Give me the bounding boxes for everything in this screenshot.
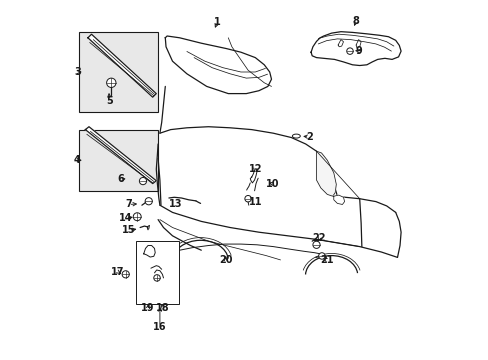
Text: 8: 8 xyxy=(352,16,359,26)
Text: 11: 11 xyxy=(248,197,262,207)
Circle shape xyxy=(312,241,320,248)
Circle shape xyxy=(244,195,251,202)
Polygon shape xyxy=(250,168,257,183)
Circle shape xyxy=(318,253,325,259)
Text: 15: 15 xyxy=(122,225,135,235)
Text: 2: 2 xyxy=(305,132,312,142)
Polygon shape xyxy=(316,151,336,196)
Text: 5: 5 xyxy=(106,96,113,106)
FancyBboxPatch shape xyxy=(79,130,158,191)
Text: 12: 12 xyxy=(248,164,262,174)
Polygon shape xyxy=(85,127,156,184)
FancyBboxPatch shape xyxy=(79,32,158,112)
Text: 6: 6 xyxy=(117,174,123,184)
Circle shape xyxy=(133,213,141,221)
Text: 10: 10 xyxy=(265,179,279,189)
Circle shape xyxy=(346,48,352,54)
Circle shape xyxy=(153,275,160,281)
Text: 17: 17 xyxy=(111,267,124,277)
Polygon shape xyxy=(333,195,344,204)
Text: 19: 19 xyxy=(141,303,155,313)
Polygon shape xyxy=(165,36,271,94)
Circle shape xyxy=(106,78,116,87)
Text: 7: 7 xyxy=(125,199,132,210)
Text: 9: 9 xyxy=(355,46,362,56)
Text: 13: 13 xyxy=(168,199,182,210)
Circle shape xyxy=(139,177,146,185)
Text: 4: 4 xyxy=(74,155,81,165)
Polygon shape xyxy=(310,32,400,66)
Ellipse shape xyxy=(292,134,300,138)
Text: 1: 1 xyxy=(214,17,221,27)
Text: 16: 16 xyxy=(153,322,166,332)
Text: 22: 22 xyxy=(312,233,325,243)
Text: 20: 20 xyxy=(219,255,232,265)
Circle shape xyxy=(122,271,129,278)
Circle shape xyxy=(145,198,152,205)
Polygon shape xyxy=(143,246,155,257)
Text: 21: 21 xyxy=(319,255,333,265)
FancyBboxPatch shape xyxy=(136,241,179,304)
Polygon shape xyxy=(88,34,156,97)
Text: 18: 18 xyxy=(155,303,169,313)
Text: 3: 3 xyxy=(74,67,81,77)
Text: 14: 14 xyxy=(119,213,132,223)
